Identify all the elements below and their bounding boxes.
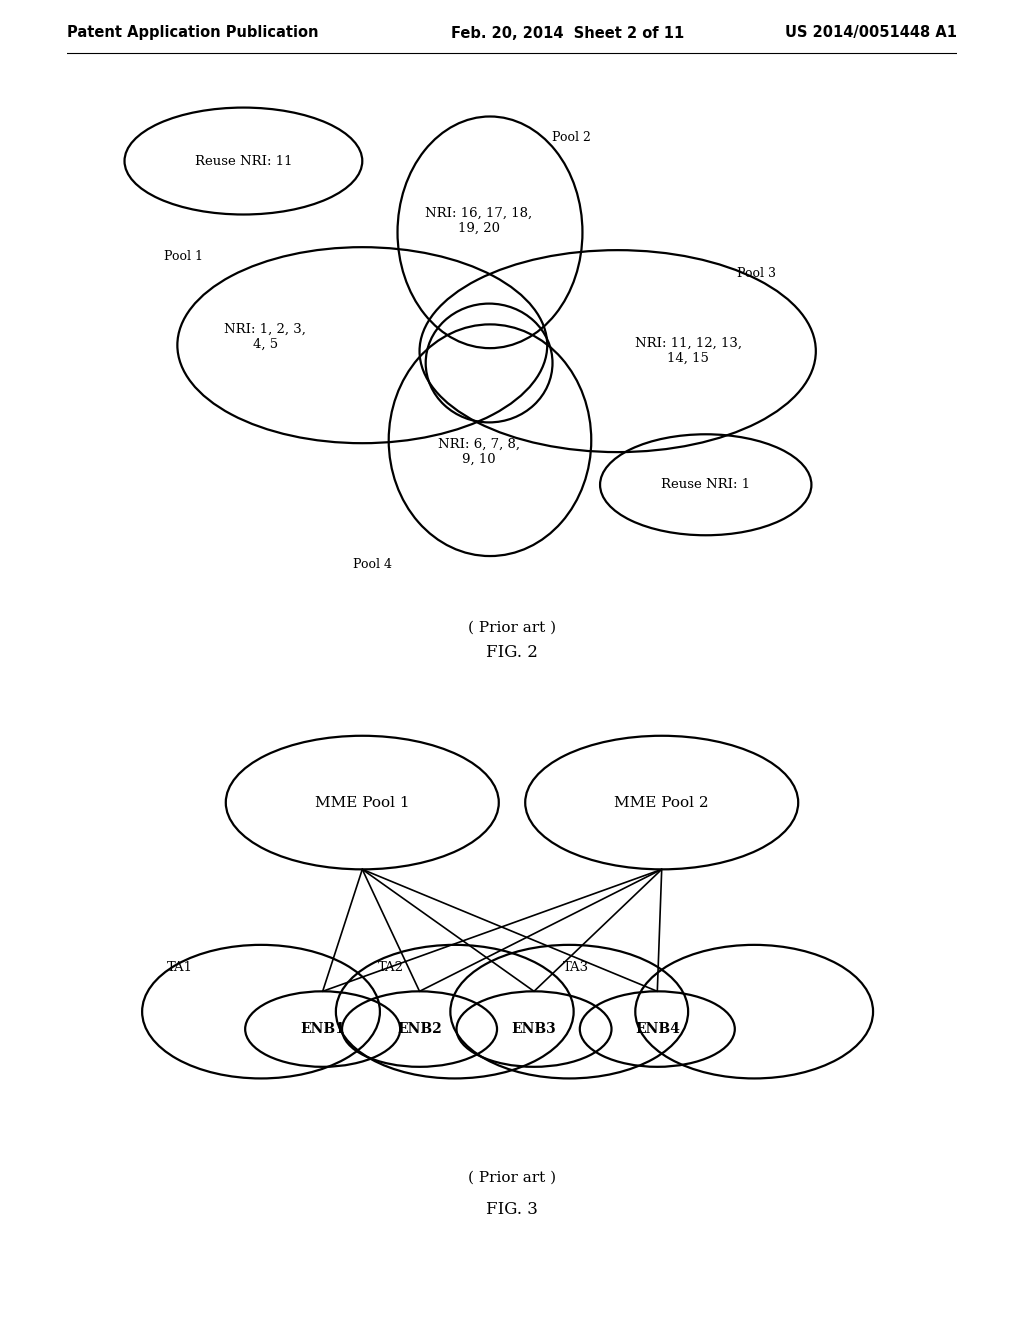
Text: Pool 3: Pool 3 xyxy=(736,268,775,280)
Text: TA3: TA3 xyxy=(563,961,589,974)
Text: MME Pool 1: MME Pool 1 xyxy=(315,796,410,809)
Text: FIG. 3: FIG. 3 xyxy=(486,1201,538,1217)
Text: TA2: TA2 xyxy=(378,961,404,974)
Text: Reuse NRI: 1: Reuse NRI: 1 xyxy=(662,478,751,491)
Text: ( Prior art ): ( Prior art ) xyxy=(468,620,556,635)
Text: Pool 4: Pool 4 xyxy=(353,558,392,572)
Text: Reuse NRI: 11: Reuse NRI: 11 xyxy=(195,154,292,168)
Text: TA1: TA1 xyxy=(167,961,193,974)
Text: FIG. 2: FIG. 2 xyxy=(486,644,538,661)
Text: ( Prior art ): ( Prior art ) xyxy=(468,1170,556,1184)
Text: Pool 1: Pool 1 xyxy=(164,249,203,263)
Text: NRI: 16, 17, 18,
19, 20: NRI: 16, 17, 18, 19, 20 xyxy=(425,206,532,235)
Text: ENB1: ENB1 xyxy=(300,1022,345,1036)
Text: ENB3: ENB3 xyxy=(512,1022,556,1036)
Text: US 2014/0051448 A1: US 2014/0051448 A1 xyxy=(785,25,957,41)
Text: Feb. 20, 2014  Sheet 2 of 11: Feb. 20, 2014 Sheet 2 of 11 xyxy=(451,25,684,41)
Text: NRI: 1, 2, 3,
4, 5: NRI: 1, 2, 3, 4, 5 xyxy=(224,322,306,350)
Text: Patent Application Publication: Patent Application Publication xyxy=(67,25,318,41)
Text: MME Pool 2: MME Pool 2 xyxy=(614,796,709,809)
Text: ENB2: ENB2 xyxy=(397,1022,442,1036)
Text: ENB4: ENB4 xyxy=(635,1022,680,1036)
Text: Pool 2: Pool 2 xyxy=(552,131,591,144)
Text: NRI: 6, 7, 8,
9, 10: NRI: 6, 7, 8, 9, 10 xyxy=(437,438,519,466)
Text: NRI: 11, 12, 13,
14, 15: NRI: 11, 12, 13, 14, 15 xyxy=(635,337,741,366)
